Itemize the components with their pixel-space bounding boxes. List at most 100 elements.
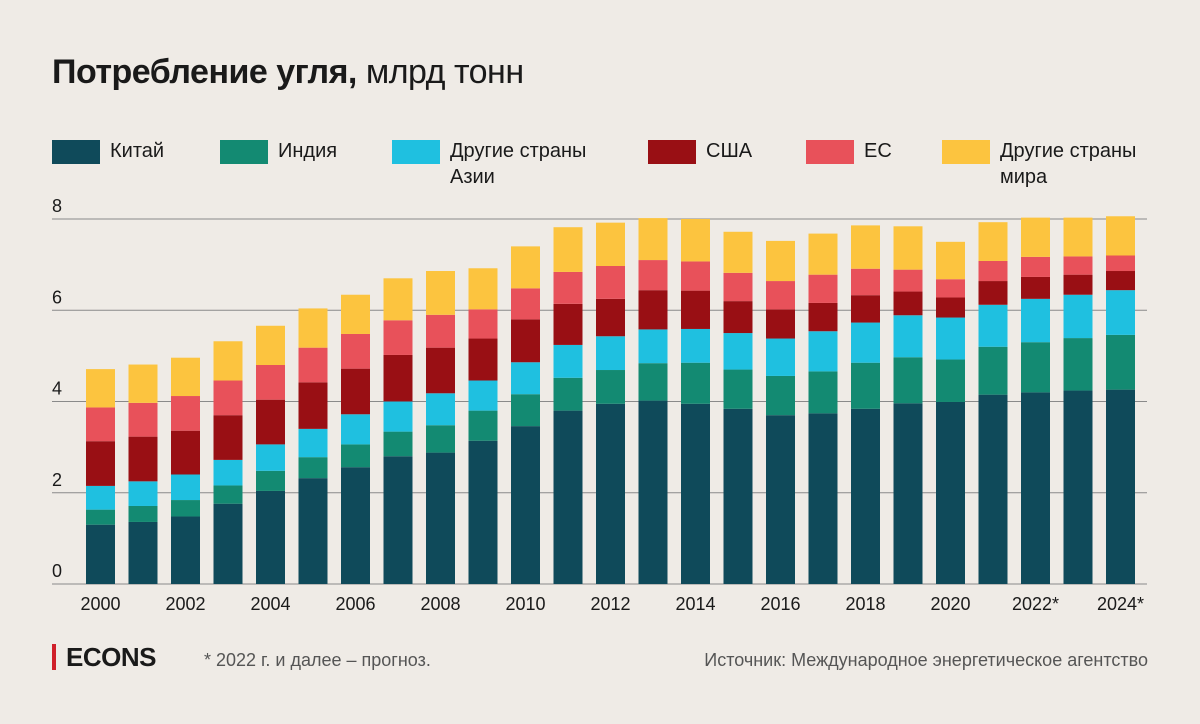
bar-segment [1063,217,1093,257]
bar-segment [383,320,413,355]
bar-segment [1063,256,1093,275]
x-tick-label: 2008 [420,594,460,614]
bar-segment [171,430,200,475]
bar-segment [936,297,965,318]
bar-segment [383,431,413,457]
bar-segment [978,304,1008,347]
bar-segment [681,219,710,262]
bar-segment [341,467,370,584]
bar-segment [128,521,158,584]
bar-segment [723,272,753,302]
chart-title-unit: млрд тонн [365,53,524,91]
bar-segment [128,505,158,522]
y-tick-label: 0 [52,561,62,581]
legend-label-usa: США [706,140,753,162]
bar-segment [766,415,795,584]
legend-label-eu: ЕС [864,140,892,162]
bar-segment [468,268,498,310]
bar-segment [681,328,710,363]
bar-segment [171,396,200,431]
bar-segment [468,410,498,441]
bar-segment [596,265,625,299]
x-tick-label: 2004 [250,594,290,614]
bar-segment [1021,276,1050,299]
bar-segment [1106,290,1135,335]
bar-segment [426,452,455,584]
x-tick-label: 2000 [80,594,120,614]
x-tick-label: 2002 [165,594,205,614]
bar-segment [851,408,880,584]
bar-segment [256,365,285,400]
bar-segment [511,362,540,395]
bar-segment [171,474,200,501]
bar-segment [213,485,243,504]
bar-segment [893,226,923,270]
bar-segment [596,336,625,371]
bar-segment [596,403,625,584]
bar-segment [638,363,668,401]
bar-segment [893,291,923,316]
bar-segment [86,524,115,584]
bar-segment [213,459,243,486]
y-tick-label: 4 [52,379,62,399]
bar-segment [128,364,158,403]
bar-segment [128,402,158,437]
bar-segment [511,394,540,427]
bar-segment [426,271,455,315]
bar-segment [511,426,540,584]
bar-segment [936,401,965,584]
x-tick-label: 2018 [845,594,885,614]
bar-segment [298,347,328,383]
bar-segment [1106,271,1135,291]
bar-segment [341,333,370,369]
bar-segment [553,227,583,272]
bar-segment [723,369,753,409]
bar-segment [723,333,753,370]
bar-segment [1021,256,1050,277]
y-tick-label: 2 [52,470,62,490]
bar-segment [213,380,243,416]
x-tick-label: 2020 [930,594,970,614]
source-note: Источник: Международное энергетическое а… [704,650,1148,670]
bar-segment [638,218,668,261]
bar-segment [553,303,583,345]
bar-segment [298,478,328,584]
bar-segment [383,278,413,321]
bar-segment [341,444,370,468]
bar-segment [1106,255,1135,272]
bar-segment [936,279,965,298]
logo-accent-bar [52,644,56,670]
legend-label-other-asia: Другие страны Азии [450,140,587,188]
bar-segment [978,346,1008,395]
bar-segment [596,370,625,404]
bar-segment [383,401,413,432]
bar-segment [936,317,965,360]
bar-segment [808,331,838,372]
logo-text: ECONS [66,641,156,672]
bar-segment [1021,342,1050,393]
forecast-footnote: * 2022 г. и далее – прогноз. [204,650,431,670]
bar-segment [553,344,583,378]
bar-segment [808,274,838,303]
bar-segment [1063,390,1093,584]
bar-segment [1021,392,1050,584]
bar-segment [808,371,838,414]
bar-segment [256,325,285,365]
bar-segment [1063,338,1093,391]
bar-segment [341,368,370,415]
bar-segment [893,357,923,404]
bar-segment [893,403,923,584]
bar-segment [638,290,668,330]
bar-segment [978,281,1008,305]
bar-segment [893,315,923,358]
bar-segment [256,470,285,491]
bar-segment [553,377,583,411]
legend-label-other-world: Другие страны мира [1000,140,1137,188]
bar-segment [1063,274,1093,295]
bar-segment [468,338,498,381]
bar-segment [596,222,625,266]
bar-segment [893,269,923,292]
x-tick-label: 2014 [675,594,715,614]
bar-segment [638,260,668,291]
bar-segment [298,308,328,348]
